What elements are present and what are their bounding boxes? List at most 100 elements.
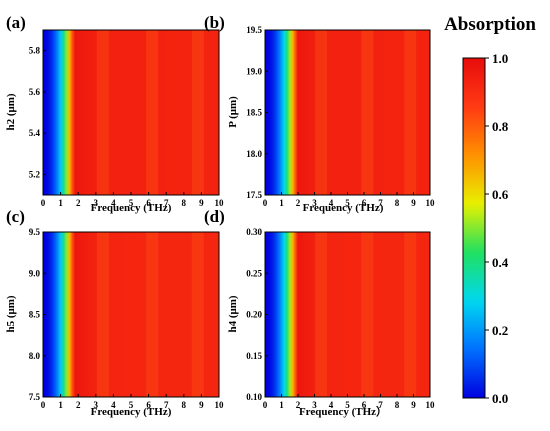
panel-d-xtick-label: 3	[312, 400, 317, 410]
panel-c-ytick-label: 7.5	[29, 392, 41, 402]
panel-c-xtick-label: 8	[182, 400, 187, 410]
panel-a-xtick-label: 4	[111, 198, 116, 208]
panel-b-ytick-label: 19.5	[246, 25, 262, 35]
panel-c-xtick-label: 10	[215, 400, 225, 410]
panel-d-xtick-label: 8	[395, 400, 400, 410]
panel-c: (c) Frequency (THz) h5 (μm) 0 1 2 3 4 5 6 7 8 9 10…	[5, 207, 224, 418]
panel-d-xtick-label: 0	[263, 400, 268, 410]
panel-d-ylabel: h4 (μm)	[227, 295, 239, 332]
panel-a-ylabel: h2 (μm)	[5, 93, 17, 130]
panel-c-ytick-label: 9.0	[29, 268, 41, 278]
colorbar-scale	[462, 57, 486, 399]
panel-d-xtick-label: 9	[411, 400, 416, 410]
panel-c-band-2	[191, 232, 204, 397]
panel-b-xtick-label: 8	[395, 198, 400, 208]
panel-a-ytick-label: 5.2	[29, 169, 41, 179]
panel-d-xtick-label: 6	[362, 400, 367, 410]
colorbar-tick-label: 0.4	[492, 255, 509, 270]
panel-b-xtick-label: 2	[296, 198, 301, 208]
panel-a-xlabel: Frequency (THz)	[91, 202, 172, 214]
panel-b-xtick-label: 4	[329, 198, 334, 208]
panel-c-heatmap	[43, 232, 219, 397]
panel-a-band-0	[96, 30, 109, 195]
colorbar-tick-label: 1.0	[492, 51, 508, 66]
panel-c-xtick-label: 7	[164, 400, 169, 410]
panel-c-band-0	[96, 232, 109, 397]
panel-c-ytick-label: 9.5	[29, 227, 41, 237]
panel-c-xtick-label: 5	[129, 400, 134, 410]
panel-d-ytick-label: 0.25	[246, 268, 262, 278]
panel-b-xtick-label: 5	[345, 198, 350, 208]
panel-b-xtick-label: 3	[312, 198, 317, 208]
panel-b-xtick-label: 9	[411, 198, 416, 208]
panel-d-ytick-label: 0.30	[246, 227, 262, 237]
panel-a-heatmap	[43, 30, 219, 195]
panel-c-ytick-label: 8.5	[29, 310, 41, 320]
panel-d-xtick-label: 5	[345, 400, 350, 410]
panel-c-xtick-label: 2	[76, 400, 81, 410]
panel-b-xlabel: Frequency (THz)	[303, 202, 384, 214]
panel-b-xtick-label: 0	[263, 198, 268, 208]
panel-b: (b) Frequency (THz) P (μm) 0 1 2 3 4 5 6 7 8 9 10 1…	[204, 13, 435, 214]
panel-label-a: (a)	[6, 13, 26, 32]
panel-d: (d) Frequency (THz） h4 (μm) 0 1 2 3 4 5 6 7 8 9 10…	[204, 207, 435, 418]
panel-b-xtick-label: 6	[362, 198, 367, 208]
panel-d-xtick-label: 4	[329, 400, 334, 410]
panel-b-xtick-label: 10	[426, 198, 436, 208]
panel-b-xtick-label: 1	[279, 198, 284, 208]
panel-a-xtick-label: 7	[164, 198, 169, 208]
panel-d-band-2	[404, 232, 417, 397]
panel-d-heatmap	[265, 232, 430, 397]
panel-label-d: (d)	[204, 207, 225, 226]
panel-d-xtick-label: 10	[426, 400, 436, 410]
panel-a-xtick-label: 10	[215, 198, 225, 208]
panel-b-heatmap	[265, 30, 430, 195]
colorbar-title: Absorption	[444, 14, 536, 35]
panel-a-xtick-label: 2	[76, 198, 81, 208]
panel-b-ylabel: P (μm)	[227, 96, 239, 128]
panel-label-b: (b)	[204, 13, 225, 32]
panel-a-ytick-label: 5.6	[29, 87, 41, 97]
panel-c-xtick-label: 6	[146, 400, 151, 410]
panel-c-xtick-label: 4	[111, 400, 116, 410]
panel-c-band-1	[146, 232, 159, 397]
panel-a-xtick-label: 8	[182, 198, 187, 208]
panel-c-xtick-label: 1	[58, 400, 63, 410]
panel-d-xtick-label: 7	[378, 400, 383, 410]
panel-d-ytick-label: 0.15	[246, 351, 262, 361]
panel-b-band-1	[361, 30, 374, 195]
colorbar: Absorption 0.0 0.2 0.4 0.6 0.8 1.0	[444, 14, 536, 406]
panel-a-xtick-label: 9	[199, 198, 204, 208]
panel-a-ytick-label: 5.8	[29, 46, 41, 56]
panel-c-ylabel: h5 (μm)	[5, 295, 17, 332]
panel-a-xtick-label: 3	[94, 198, 99, 208]
panel-c-xtick-label: 3	[94, 400, 99, 410]
panel-d-xlabel: Frequency (THz）	[299, 405, 387, 418]
panel-b-band-2	[404, 30, 417, 195]
panel-d-band-1	[361, 232, 374, 397]
panel-c-ytick-label: 8.0	[29, 351, 41, 361]
colorbar-tick-label: 0.0	[492, 391, 508, 406]
panel-a-xtick-label: 0	[41, 198, 46, 208]
colorbar-tick-label: 0.2	[492, 323, 508, 338]
panel-b-xtick-label: 7	[378, 198, 383, 208]
panel-a-xtick-label: 6	[146, 198, 151, 208]
panel-b-band-0	[315, 30, 328, 195]
panel-a-ytick-label: 5.4	[29, 128, 41, 138]
panel-c-xtick-label: 9	[199, 400, 204, 410]
panel-d-ytick-label: 0.20	[246, 310, 262, 320]
panel-a-band-2	[191, 30, 204, 195]
panel-d-xtick-label: 1	[279, 400, 284, 410]
panel-a-xtick-label: 1	[58, 198, 63, 208]
panel-c-xlabel: Frequency (THz)	[91, 406, 172, 418]
panel-b-ytick-label: 17.5	[246, 190, 262, 200]
colorbar-tick-label: 0.6	[492, 187, 509, 202]
panel-c-xtick-label: 0	[41, 400, 46, 410]
panel-a-band-1	[146, 30, 159, 195]
panel-a-xtick-label: 5	[129, 198, 134, 208]
panel-b-ytick-label: 19.0	[246, 66, 262, 76]
panel-d-ytick-label: 0.10	[246, 392, 262, 402]
panel-label-c: (c)	[6, 207, 25, 226]
panel-b-ytick-label: 18.5	[246, 108, 262, 118]
